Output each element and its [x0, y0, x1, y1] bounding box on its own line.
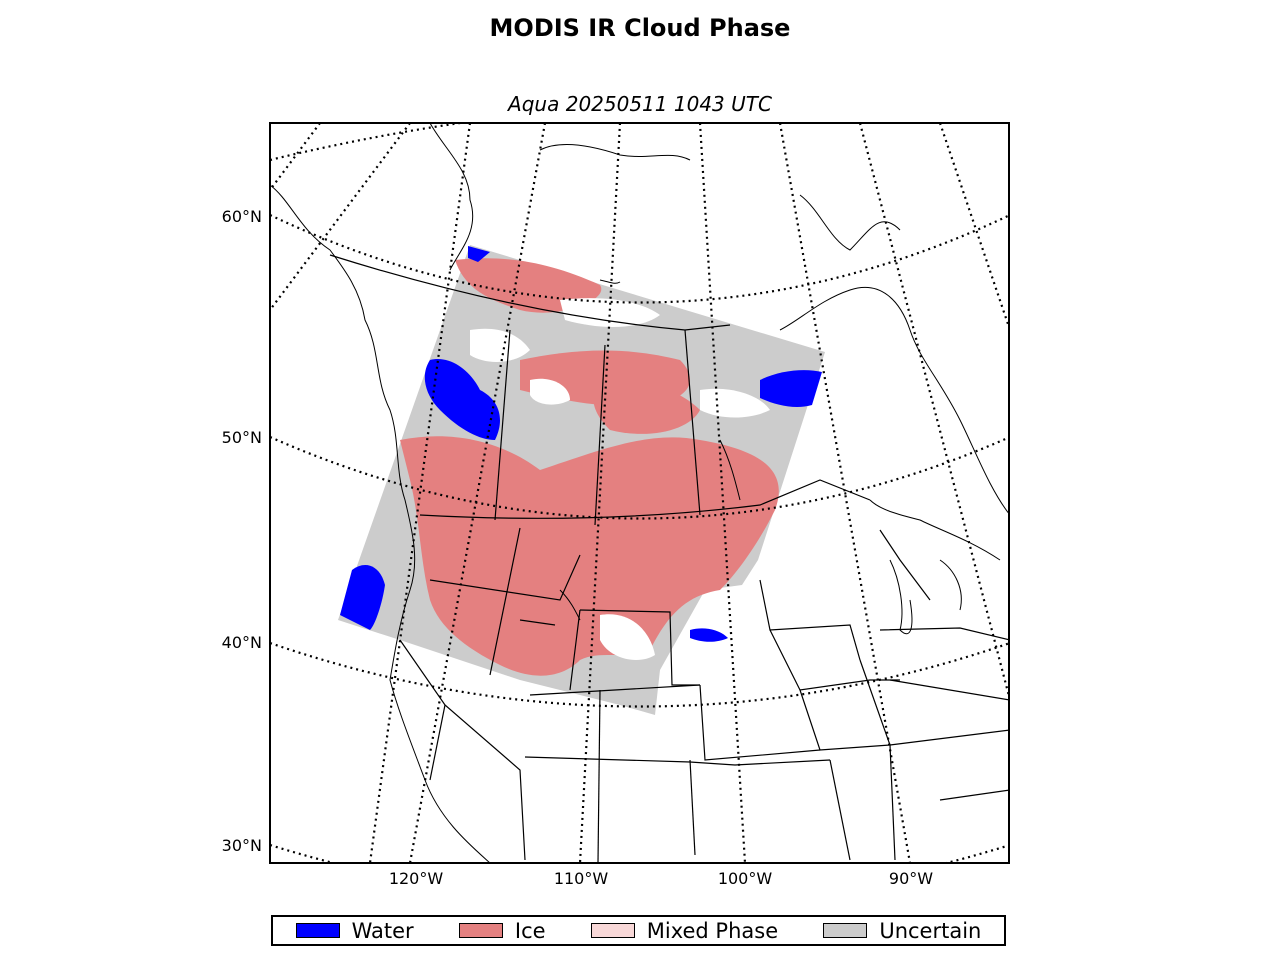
lat-label-60: 60°N — [222, 207, 262, 226]
lat-label-40: 40°N — [222, 633, 262, 652]
map-content — [270, 123, 1009, 863]
swath-clear — [470, 298, 770, 660]
lat-label-50: 50°N — [222, 428, 262, 447]
lat-label-30: 30°N — [222, 836, 262, 855]
coastlines — [270, 123, 1009, 863]
graticule-latitudes — [270, 123, 1009, 863]
figure-title: MODIS IR Cloud Phase — [489, 14, 791, 42]
legend-label-ice: Ice — [514, 918, 546, 943]
lat-labels: 60°N 50°N 40°N 30°N — [222, 207, 262, 855]
legend-swatch-mixed-phase — [590, 923, 635, 938]
legend-swatch-water — [295, 923, 340, 938]
legend-swatch-uncertain — [823, 923, 868, 938]
legend-item-water: Water — [295, 918, 414, 943]
legend: Water Ice Mixed Phase Uncertain — [271, 915, 1006, 946]
swath-ice — [400, 258, 779, 676]
legend-label-mixed-phase: Mixed Phase — [646, 918, 779, 943]
figure-subtitle: Aqua 20250511 1043 UTC — [508, 92, 772, 116]
legend-item-ice: Ice — [458, 918, 546, 943]
lon-label-120: 120°W — [389, 869, 444, 888]
borders — [329, 254, 1009, 863]
legend-item-uncertain: Uncertain — [823, 919, 981, 943]
lon-label-90: 90°W — [889, 869, 933, 888]
legend-label-water: Water — [351, 918, 414, 943]
swath-water — [340, 246, 822, 642]
map-frame — [269, 122, 1010, 864]
lon-label-110: 110°W — [554, 869, 609, 888]
lon-labels: 120°W 110°W 100°W 90°W — [389, 869, 933, 888]
legend-item-mixed-phase: Mixed Phase — [590, 918, 779, 943]
lon-label-100: 100°W — [718, 869, 773, 888]
legend-swatch-ice — [458, 923, 503, 938]
legend-label-uncertain: Uncertain — [879, 918, 982, 943]
graticule-meridians — [270, 123, 1009, 863]
